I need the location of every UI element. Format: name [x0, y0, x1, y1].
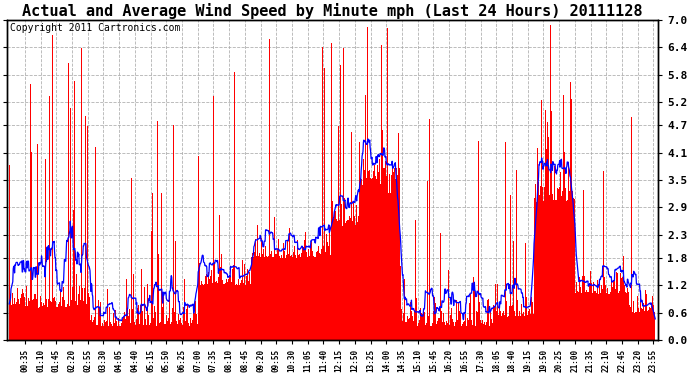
Title: Actual and Average Wind Speed by Minute mph (Last 24 Hours) 20111128: Actual and Average Wind Speed by Minute … — [22, 3, 642, 19]
Text: Copyright 2011 Cartronics.com: Copyright 2011 Cartronics.com — [10, 23, 181, 33]
